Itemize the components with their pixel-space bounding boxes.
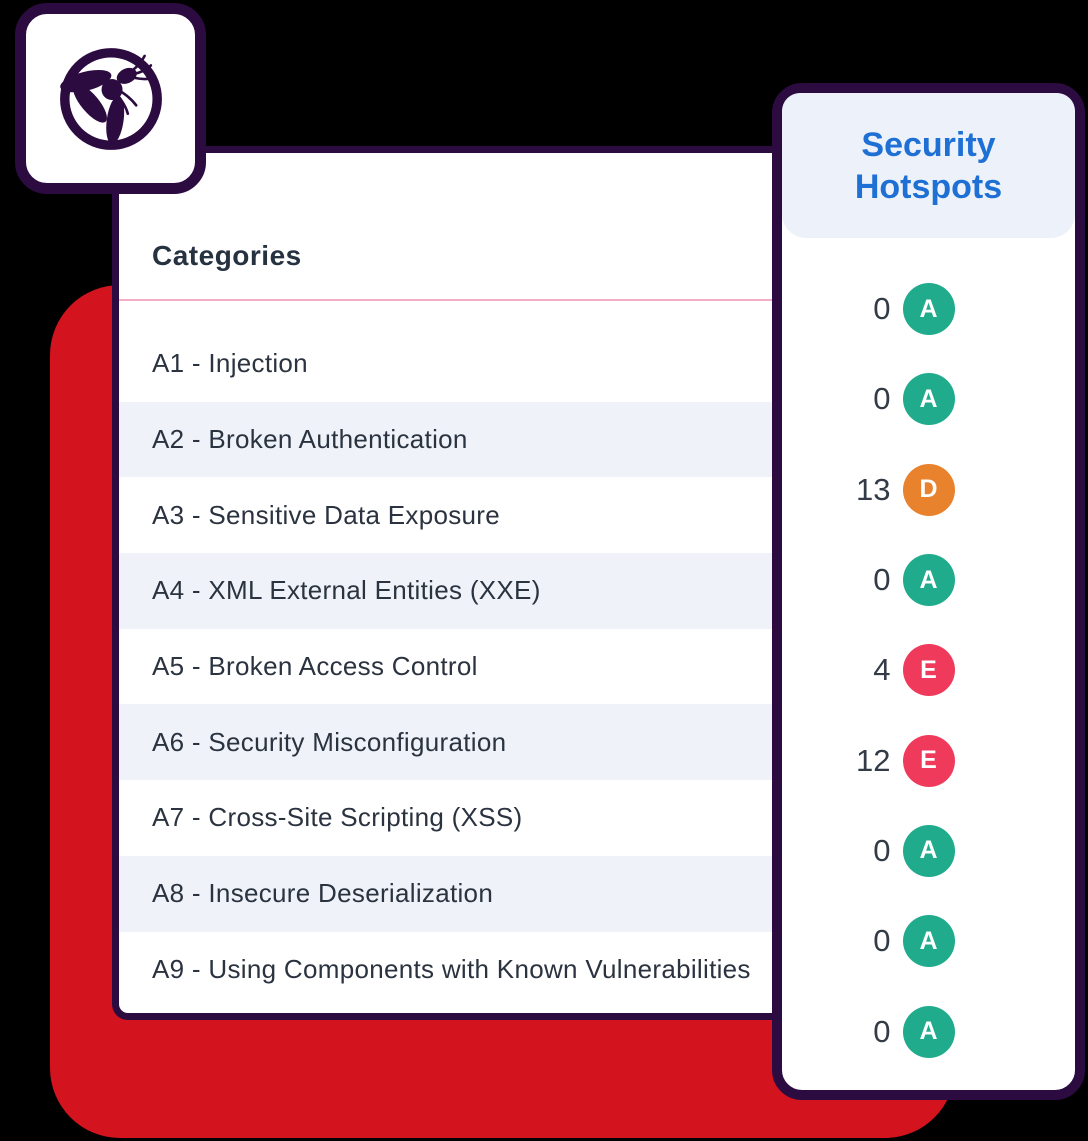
category-label: A6 - Security Misconfiguration [152, 726, 507, 757]
hotspot-row: 0 A [782, 264, 1075, 354]
category-row: A8 - Insecure Deserialization [119, 855, 795, 932]
hotspot-count: 0 [873, 562, 891, 598]
rating-badge: E [902, 734, 955, 787]
category-row: A2 - Broken Authentication [119, 401, 795, 478]
categories-divider [119, 299, 795, 301]
hotspot-row: 0 A [782, 896, 1075, 986]
category-row: A7 - Cross-Site Scripting (XSS) [119, 780, 795, 856]
category-row: A6 - Security Misconfiguration [119, 704, 795, 781]
rating-badge: A [902, 554, 955, 607]
owasp-wasp-icon [59, 47, 162, 150]
hotspot-count: 4 [873, 652, 891, 688]
categories-list: A1 - Injection A2 - Broken Authenticatio… [119, 326, 795, 1007]
category-label: A4 - XML External Entities (XXE) [152, 575, 541, 606]
hotspot-count: 0 [873, 832, 891, 868]
hotspot-row: 12 E [782, 715, 1075, 805]
hotspots-badge-list: 0 A 0 A 13 D 0 A 4 E 12 E 0 A 0 A 0 A [782, 264, 1075, 1077]
category-label: A9 - Using Components with Known Vulnera… [152, 953, 751, 984]
hotspot-count: 0 [873, 1013, 891, 1049]
category-label: A3 - Sensitive Data Exposure [152, 499, 501, 530]
category-label: A5 - Broken Access Control [152, 651, 478, 682]
hotspot-row: 0 A [782, 354, 1075, 444]
rating-badge: A [902, 915, 955, 968]
category-label: A1 - Injection [152, 348, 308, 379]
security-hotspots-title: Security Hotspots [854, 125, 1003, 206]
hotspot-row: 4 E [782, 625, 1075, 715]
owasp-logo-card [15, 3, 206, 194]
hotspot-count: 13 [856, 471, 891, 507]
rating-badge: D [902, 463, 955, 516]
security-hotspots-header: Security Hotspots [782, 93, 1075, 238]
category-label: A7 - Cross-Site Scripting (XSS) [152, 802, 523, 833]
rating-badge: A [902, 1005, 955, 1058]
category-row: A4 - XML External Entities (XXE) [119, 553, 795, 629]
hotspot-row: 0 A [782, 535, 1075, 625]
hotspot-count: 12 [856, 742, 891, 778]
category-label: A2 - Broken Authentication [152, 424, 468, 455]
rating-badge: A [902, 824, 955, 877]
category-row: A1 - Injection [119, 326, 795, 402]
category-row: A3 - Sensitive Data Exposure [119, 477, 795, 553]
hotspot-count: 0 [873, 923, 891, 959]
security-hotspots-panel: Security Hotspots 0 A 0 A 13 D 0 A 4 E 1… [772, 83, 1085, 1100]
hotspot-count: 0 [873, 291, 891, 327]
hotspot-row: 13 D [782, 445, 1075, 535]
rating-badge: A [902, 373, 955, 426]
category-label: A8 - Insecure Deserialization [152, 878, 494, 909]
hotspot-count: 0 [873, 381, 891, 417]
categories-card: Categories A1 - Injection A2 - Broken Au… [112, 146, 802, 1020]
categories-title: Categories [152, 240, 302, 271]
category-row: A9 - Using Components with Known Vulnera… [119, 932, 795, 1008]
rating-badge: A [902, 283, 955, 336]
category-row: A5 - Broken Access Control [119, 629, 795, 705]
rating-badge: E [902, 644, 955, 697]
hotspot-row: 0 A [782, 806, 1075, 896]
hotspot-row: 0 A [782, 986, 1075, 1076]
